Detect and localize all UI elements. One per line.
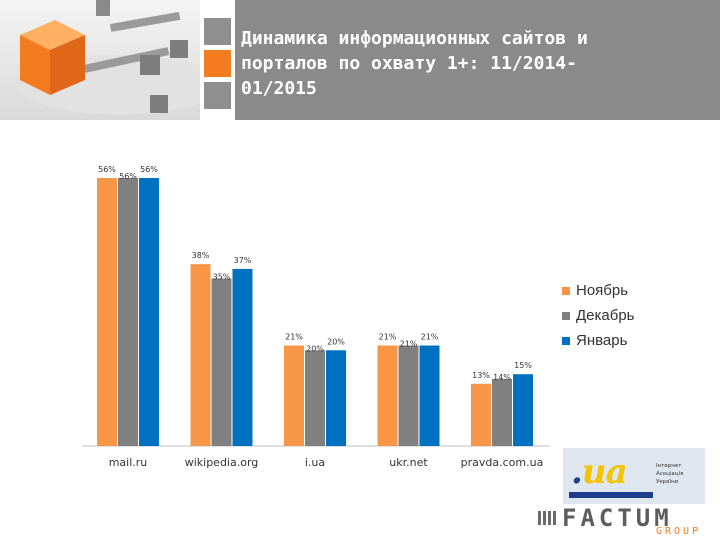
- uia-logo-mark: .ua: [571, 452, 628, 492]
- factum-logo-word: FACTUM: [562, 504, 673, 532]
- category-label-1: wikipedia.org: [185, 456, 259, 469]
- header-title-panel: [235, 0, 720, 120]
- data-label-dec-2: 20%: [306, 344, 324, 353]
- header: Динамика информационных сайтов и портало…: [0, 0, 720, 120]
- bar-dec-0: [118, 178, 138, 446]
- page-title: Динамика информационных сайтов и портало…: [241, 26, 711, 101]
- bar-nov-4: [471, 383, 491, 446]
- title-line-1: Динамика информационных сайтов и: [241, 28, 588, 49]
- legend-label-jan: Январь: [576, 332, 628, 349]
- legend-swatch-dec: [562, 311, 570, 320]
- data-label-jan-1: 37%: [234, 256, 252, 265]
- header-stripe: [204, 18, 231, 45]
- data-label-dec-1: 35%: [213, 273, 231, 282]
- legend-label-nov: Ноябрь: [576, 282, 629, 299]
- bar-dec-3: [398, 345, 419, 446]
- data-label-nov-2: 21%: [285, 333, 303, 342]
- data-label-nov-0: 56%: [98, 165, 116, 174]
- chart-legend: Ноябрь Декабрь Январь: [562, 278, 634, 353]
- data-label-jan-2: 20%: [327, 337, 345, 346]
- data-label-nov-3: 21%: [379, 333, 397, 342]
- factum-logo: FACTUM GROUP: [538, 504, 708, 538]
- chart-category-labels: mail.ru wikipedia.org i.ua ukr.net pravda.co…: [109, 456, 544, 469]
- bar-dec-1: [211, 278, 232, 446]
- data-label-jan-0: 56%: [140, 165, 158, 174]
- legend-label-dec: Декабрь: [576, 307, 635, 324]
- bar-nov-1: [190, 264, 211, 446]
- data-label-dec-0: 56%: [119, 172, 137, 181]
- bar-nov-0: [97, 178, 117, 446]
- data-label-nov-4: 13%: [472, 371, 490, 380]
- uia-logo: .ua Інтернет Асоціація України: [563, 448, 705, 504]
- legend-swatch-nov: [562, 286, 570, 295]
- data-label-dec-4: 14%: [493, 373, 511, 382]
- bar-dec-2: [305, 350, 325, 446]
- chart-data-labels: 56%56%56%38%35%37%21%20%20%21%21%21%13% 1…: [98, 165, 532, 382]
- data-label-jan-3: 21%: [421, 333, 439, 342]
- header-illustration: [0, 0, 200, 120]
- title-line-3: 01/2015: [241, 78, 317, 99]
- bar-jan-1: [232, 268, 253, 446]
- factum-dots-icon: [538, 511, 558, 525]
- legend-item-jan: Январь: [562, 328, 634, 353]
- data-label-dec-3: 21%: [400, 340, 418, 349]
- data-label-jan-4: 15%: [514, 361, 532, 370]
- cube-illustration: [20, 0, 200, 115]
- legend-item-nov: Ноябрь: [562, 278, 634, 303]
- category-label-4: pravda.com.ua: [461, 456, 544, 469]
- bar-jan-0: [139, 178, 159, 446]
- factum-logo-group: GROUP: [656, 526, 702, 537]
- bar-jan-4: [513, 374, 533, 446]
- header-stripe-accent: [204, 50, 231, 77]
- category-label-0: mail.ru: [109, 456, 148, 469]
- title-line-2: порталов по охвату 1+: 11/2014-: [241, 53, 577, 74]
- chart-bars: [97, 178, 533, 446]
- data-label-nov-1: 38%: [192, 251, 210, 260]
- bar-dec-4: [492, 379, 512, 446]
- bar-jan-3: [419, 345, 440, 446]
- uia-logo-text: Інтернет Асоціація України: [656, 463, 684, 485]
- uia-logo-underline: [569, 492, 653, 498]
- bar-nov-3: [377, 345, 398, 446]
- bar-nov-2: [284, 345, 304, 446]
- bar-jan-2: [326, 350, 346, 446]
- legend-item-dec: Декабрь: [562, 303, 634, 328]
- legend-swatch-jan: [562, 336, 570, 345]
- header-stripe: [204, 82, 231, 109]
- category-label-3: ukr.net: [389, 456, 428, 469]
- category-label-2: i.ua: [305, 456, 325, 469]
